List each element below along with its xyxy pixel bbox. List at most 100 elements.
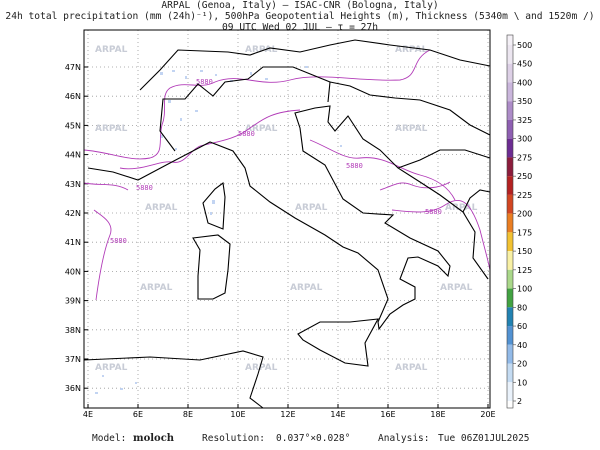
colorbar-label: 40: [517, 341, 527, 350]
colorbar-label: 150: [517, 247, 532, 256]
colorbar-label: 60: [517, 322, 527, 331]
lon-label: 20E: [480, 410, 495, 419]
colorbar-label: 225: [517, 191, 532, 200]
watermark: ARPAL: [245, 363, 278, 373]
watermark: ARPAL: [295, 203, 328, 213]
lat-label: 40N: [65, 267, 81, 276]
contour-label: 5880: [196, 78, 213, 86]
footer-value: 0.037°×0.028°: [276, 433, 350, 444]
footer-value: moloch: [133, 433, 175, 444]
footer-label: Model:: [92, 433, 126, 444]
colorbar-segment: [507, 251, 513, 270]
colorbar-label: 500: [517, 41, 532, 50]
colorbar-segment: [507, 288, 513, 308]
colorbar-segment: [507, 232, 513, 252]
colorbar-end: [507, 401, 513, 408]
colorbar-label: 350: [517, 97, 532, 106]
lat-label: 38N: [65, 326, 81, 335]
watermark: ARPAL: [145, 203, 178, 213]
contour-label: 5880: [136, 184, 153, 192]
colorbar-segment: [507, 45, 513, 64]
colorbar-segment: [507, 363, 513, 383]
colorbar-segment: [507, 176, 513, 195]
colorbar-segment: [507, 213, 513, 233]
lon-label: 4E: [83, 410, 93, 419]
colorbar-label: 175: [517, 228, 532, 237]
coastlines: [83, 39, 491, 409]
colorbar-label: 250: [517, 172, 532, 181]
footer-label: Resolution:: [202, 433, 265, 444]
header-line: 09 UTC Wed 02 JUL – τ = 27h: [222, 22, 378, 33]
colorbar-segment: [507, 82, 513, 102]
colorbar-segment: [507, 326, 513, 345]
watermark: ARPAL: [245, 124, 278, 134]
watermark: ARPAL: [440, 283, 473, 293]
contour-label: 5880: [110, 237, 127, 245]
colorbar-segment: [507, 344, 513, 364]
lat-label: 36N: [65, 384, 81, 393]
watermark: ARPAL: [445, 203, 478, 213]
colorbar-segment: [507, 101, 513, 120]
height-contours: [83, 49, 491, 301]
watermark: ARPAL: [395, 363, 428, 373]
header-line: 24h total precipitation (mm (24h)⁻¹), 50…: [5, 11, 594, 22]
colorbar-label: 300: [517, 135, 532, 144]
contour-label: 5880: [238, 130, 255, 138]
colorbar-frame: [506, 34, 514, 409]
colorbar-segment: [507, 138, 513, 158]
lat-label: 42N: [65, 209, 81, 218]
colorbar-segment: [507, 63, 513, 83]
lon-label: 18E: [430, 410, 445, 419]
colorbar: 500 450 400 350 325 300 275 250 225 200 175 150 125 1…: [506, 34, 532, 409]
precipitation: [95, 66, 342, 394]
lat-label: 43N: [65, 180, 81, 189]
footer-label: Analysis:: [378, 433, 429, 444]
watermarks: ARPAL ARPAL ARPAL ARPAL ARPAL ARPAL ARPAL ARPAL…: [95, 45, 478, 373]
lon-label: 14E: [330, 410, 345, 419]
colorbar-label: 100: [517, 285, 532, 294]
colorbar-label: 400: [517, 78, 532, 87]
colorbar-segment: [507, 382, 513, 401]
header-line: ARPAL (Genoa, Italy) – ISAC-CNR (Bologna…: [161, 0, 438, 11]
watermark: ARPAL: [95, 124, 128, 134]
lon-label: 16E: [380, 410, 395, 419]
colorbar-segment: [507, 119, 513, 139]
lat-label: 41N: [65, 238, 81, 247]
lat-label: 46N: [65, 92, 81, 101]
colorbar-segment: [507, 194, 513, 214]
watermark: ARPAL: [140, 283, 173, 293]
map-frame: [83, 29, 491, 409]
contour-label: 5880: [346, 162, 363, 170]
watermark: ARPAL: [290, 283, 323, 293]
colorbar-label: 20: [517, 360, 527, 369]
lon-label: 12E: [280, 410, 295, 419]
contour-labels: 5880 5880 5880 5880 5880 5880: [110, 78, 442, 245]
grid: 4E 6E 8E 10E 12E 14E 16E 18E 20E 47N 46N 45N 44N 43N 4…: [65, 30, 496, 419]
lat-label: 44N: [65, 151, 81, 160]
colorbar-label: 275: [517, 153, 532, 162]
colorbar-label: 80: [517, 303, 527, 312]
lon-label: 10E: [230, 410, 245, 419]
lon-label: 8E: [183, 410, 193, 419]
watermark: ARPAL: [95, 363, 128, 373]
colorbar-label: 10: [517, 378, 527, 387]
contour-label: 5880: [425, 208, 442, 216]
watermark: ARPAL: [395, 45, 428, 55]
colorbar-segment: [507, 307, 513, 327]
lat-label: 47N: [65, 63, 81, 72]
lat-label: 45N: [65, 121, 81, 130]
colorbar-label: 325: [517, 116, 532, 125]
lon-label: 6E: [133, 410, 143, 419]
lat-label: 39N: [65, 297, 81, 306]
lat-label: 37N: [65, 355, 81, 364]
colorbar-label: 125: [517, 266, 532, 275]
colorbar-label: 2: [517, 397, 522, 406]
colorbar-label: 200: [517, 210, 532, 219]
colorbar-label: 450: [517, 60, 532, 69]
watermark: ARPAL: [245, 45, 278, 55]
watermark: ARPAL: [395, 124, 428, 134]
colorbar-end: [507, 35, 513, 45]
footer-value: Tue 06Z01JUL2025: [438, 433, 530, 444]
colorbar-segment: [507, 157, 513, 177]
